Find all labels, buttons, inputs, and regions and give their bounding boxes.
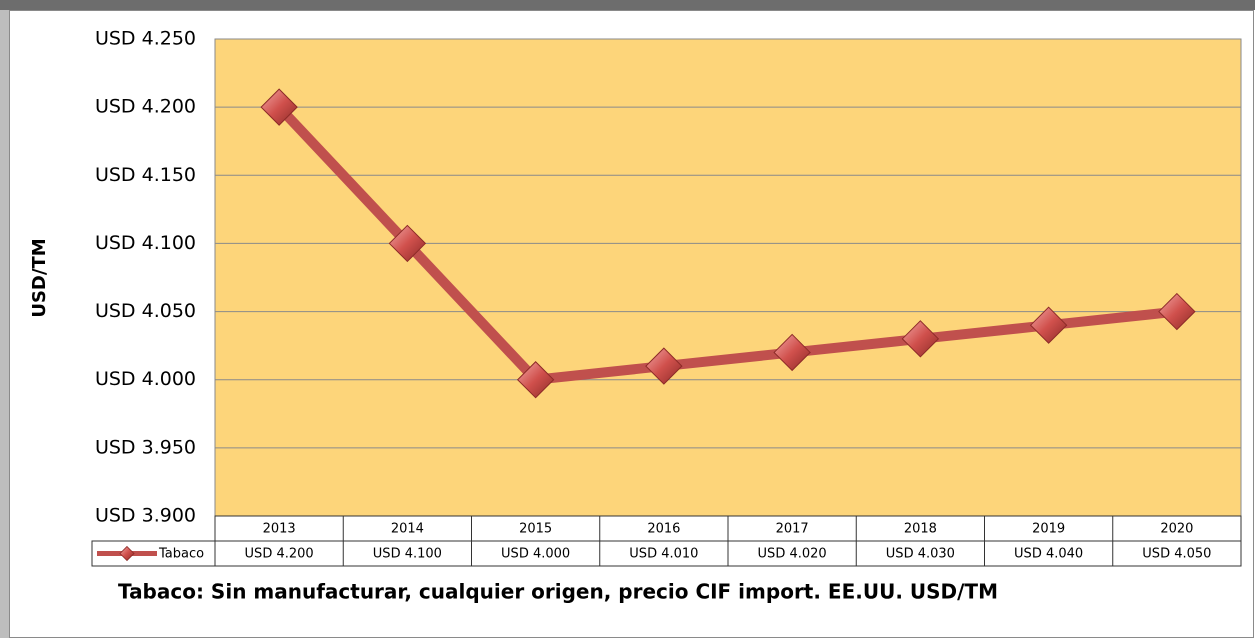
legend-label: Tabaco — [158, 547, 204, 562]
y-tick-label: USD 4.050 — [95, 300, 196, 322]
marker — [388, 224, 427, 263]
x-tick-label: 2019 — [1032, 522, 1065, 537]
value-label: USD 4.000 — [501, 547, 570, 562]
x-tick-label: 2016 — [647, 522, 680, 537]
y-tick-label: USD 4.250 — [95, 28, 196, 50]
y-tick-label: USD 4.150 — [95, 164, 196, 186]
marker — [901, 320, 940, 358]
y-tick-label: USD 3.950 — [95, 436, 196, 458]
value-label: USD 4.020 — [758, 547, 827, 562]
marker — [773, 333, 811, 372]
value-label: USD 4.040 — [1014, 547, 1083, 562]
y-axis-label: USD/TM — [29, 238, 50, 317]
value-label: USD 4.050 — [1142, 547, 1211, 562]
marker — [1158, 292, 1196, 331]
x-tick-label: 2017 — [776, 522, 809, 537]
table-values — [91, 540, 1242, 567]
series-line — [275, 103, 1178, 385]
y-tick-label: USD 4.100 — [95, 232, 196, 254]
x-tick-label: 2013 — [263, 522, 296, 537]
plot-area — [214, 38, 1242, 517]
value-label: USD 4.010 — [629, 547, 698, 562]
x-tick-label: 2014 — [391, 522, 424, 537]
marker — [260, 88, 298, 126]
marker — [1029, 306, 1068, 344]
top-bar — [0, 0, 1255, 10]
value-label: USD 4.030 — [886, 547, 955, 562]
legend-marker — [119, 545, 135, 562]
y-tick-label: USD 4.000 — [95, 368, 196, 390]
y-tick-label: USD 4.200 — [95, 96, 196, 118]
value-label: USD 4.100 — [373, 547, 442, 562]
x-tick-label: 2015 — [519, 522, 552, 537]
marker — [645, 347, 683, 385]
marker — [516, 361, 555, 399]
y-tick-label: USD 3.900 — [95, 505, 196, 527]
left-strip — [0, 10, 9, 638]
x-tick-label: 2018 — [904, 522, 937, 537]
value-label: USD 4.200 — [245, 547, 314, 562]
caption: Tabaco: Sin manufacturar, cualquier orig… — [118, 580, 998, 604]
x-tick-label: 2020 — [1160, 522, 1193, 537]
